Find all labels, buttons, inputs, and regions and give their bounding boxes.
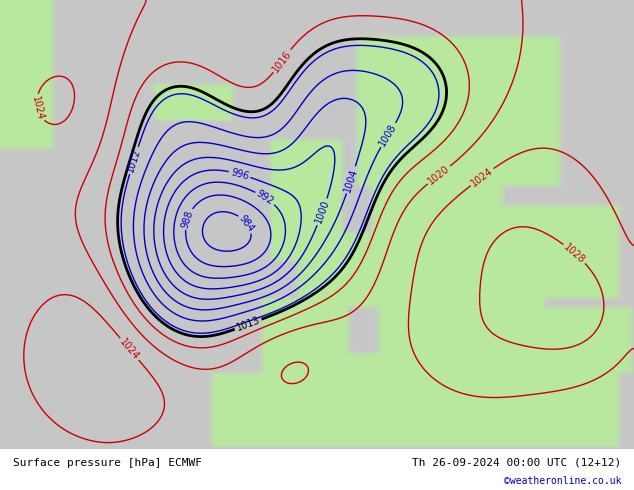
Text: 996: 996 [230, 167, 250, 181]
Text: 992: 992 [255, 189, 276, 207]
Text: 1012: 1012 [126, 147, 143, 173]
Text: 1008: 1008 [378, 122, 399, 148]
Text: 1020: 1020 [426, 163, 451, 187]
Text: 1024: 1024 [469, 166, 495, 188]
Text: Surface pressure [hPa] ECMWF: Surface pressure [hPa] ECMWF [13, 458, 202, 468]
Text: 1000: 1000 [313, 199, 331, 225]
Text: 1004: 1004 [342, 167, 359, 193]
Text: 1024: 1024 [30, 95, 45, 121]
Text: Th 26-09-2024 00:00 UTC (12+12): Th 26-09-2024 00:00 UTC (12+12) [412, 458, 621, 468]
Text: 1016: 1016 [271, 48, 294, 74]
Text: ©weatheronline.co.uk: ©weatheronline.co.uk [504, 476, 621, 486]
Text: 1013: 1013 [235, 315, 261, 333]
Text: 984: 984 [237, 213, 256, 234]
Text: 988: 988 [180, 209, 195, 229]
Text: 1028: 1028 [562, 242, 587, 265]
Text: 1024: 1024 [117, 337, 141, 362]
